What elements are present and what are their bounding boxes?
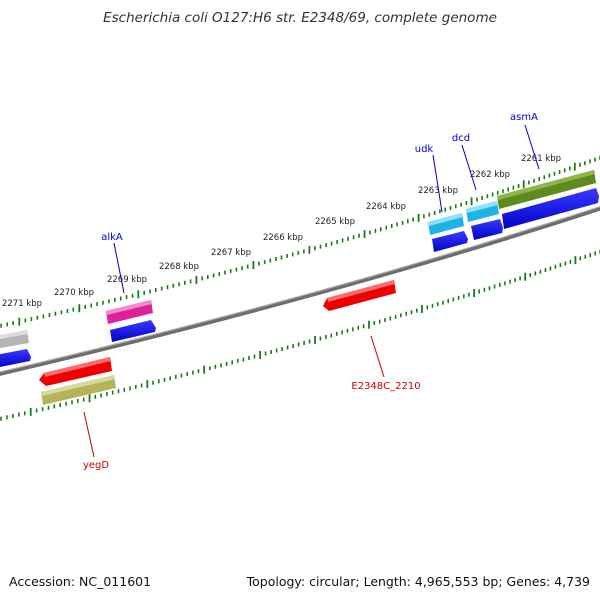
leader-E2348C_2210 [370,335,385,378]
ruler-labels: 2261 kbp 2262 kbp 2263 kbp 2264 kbp 2265 kbp… [2,154,561,309]
feature-yegD[interactable] [41,375,116,405]
cds-left[interactable] [0,349,31,368]
gene-label-yegD[interactable]: yegD [83,460,109,471]
feature-yegD-red[interactable] [39,357,112,386]
leader-alkA [113,242,125,294]
outer-tick-ruler [0,155,600,328]
ruler-label: 2271 kbp [2,299,42,309]
gene-label-alkA[interactable]: alkA [101,232,123,243]
ruler-label: 2269 kbp [107,275,147,285]
leader-udk [432,154,443,213]
ruler-label: 2268 kbp [159,262,199,272]
feature-left-grey[interactable] [0,330,29,349]
gene-label-asmA[interactable]: asmA [510,112,538,123]
feature-alkA[interactable] [106,300,153,324]
leader-yegD [83,411,95,458]
cds-udk[interactable] [432,231,468,252]
genome-summary-text: Topology: circular; Length: 4,965,553 bp… [246,574,590,589]
ruler-label: 2261 kbp [521,154,561,164]
map-title: Escherichia coli O127:H6 str. E2348/69, … [103,10,497,26]
cds-dcd[interactable] [471,219,503,240]
gene-label-E2348C_2210[interactable]: E2348C_2210 [351,381,420,392]
ruler-label: 2263 kbp [418,186,458,196]
feature-asmA[interactable] [497,170,596,209]
ruler-label: 2266 kbp [263,233,303,243]
gene-label-dcd[interactable]: dcd [452,133,470,144]
leader-dcd [461,144,477,191]
ruler-label: 2264 kbp [366,202,406,212]
ruler-label: 2262 kbp [470,170,510,180]
accession-text: Accession: NC_011601 [9,574,152,589]
feature-udk[interactable] [428,213,464,235]
feature-dcd[interactable] [466,201,499,222]
cds-alkA[interactable] [110,320,156,342]
cds-asmA[interactable] [502,188,599,229]
ruler-label: 2267 kbp [211,248,251,258]
leader-asmA [524,124,540,170]
inner-tick-ruler [0,249,600,421]
ruler-label: 2265 kbp [315,217,355,227]
gene-label-udk[interactable]: udk [415,144,434,155]
ruler-label: 2270 kbp [54,288,94,298]
genome-backbone [0,206,600,376]
genome-backbone-highlight [0,205,600,373]
feature-E2348C_2210[interactable] [323,280,396,311]
